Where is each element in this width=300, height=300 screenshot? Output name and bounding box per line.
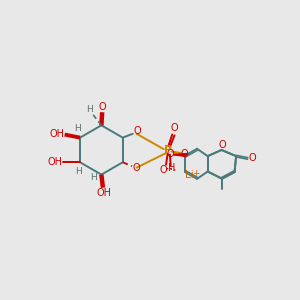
Text: H: H bbox=[75, 167, 82, 176]
Text: O: O bbox=[166, 149, 174, 159]
Text: O: O bbox=[98, 102, 106, 112]
Text: Li: Li bbox=[185, 170, 194, 180]
Text: H: H bbox=[168, 164, 175, 173]
Text: OH: OH bbox=[48, 157, 63, 167]
Text: O: O bbox=[218, 140, 226, 150]
Text: -: - bbox=[168, 163, 172, 173]
Text: H: H bbox=[90, 173, 97, 182]
Text: O: O bbox=[171, 123, 178, 134]
Text: OH: OH bbox=[96, 188, 111, 198]
Text: O: O bbox=[133, 163, 140, 173]
Text: O: O bbox=[160, 165, 168, 175]
Text: O: O bbox=[134, 127, 141, 136]
Text: H: H bbox=[86, 105, 93, 114]
Text: OH: OH bbox=[50, 129, 64, 139]
Text: O: O bbox=[248, 153, 256, 164]
Text: P: P bbox=[164, 145, 172, 155]
Text: H: H bbox=[74, 124, 81, 133]
Text: O: O bbox=[181, 149, 188, 159]
Text: +: + bbox=[192, 169, 200, 178]
